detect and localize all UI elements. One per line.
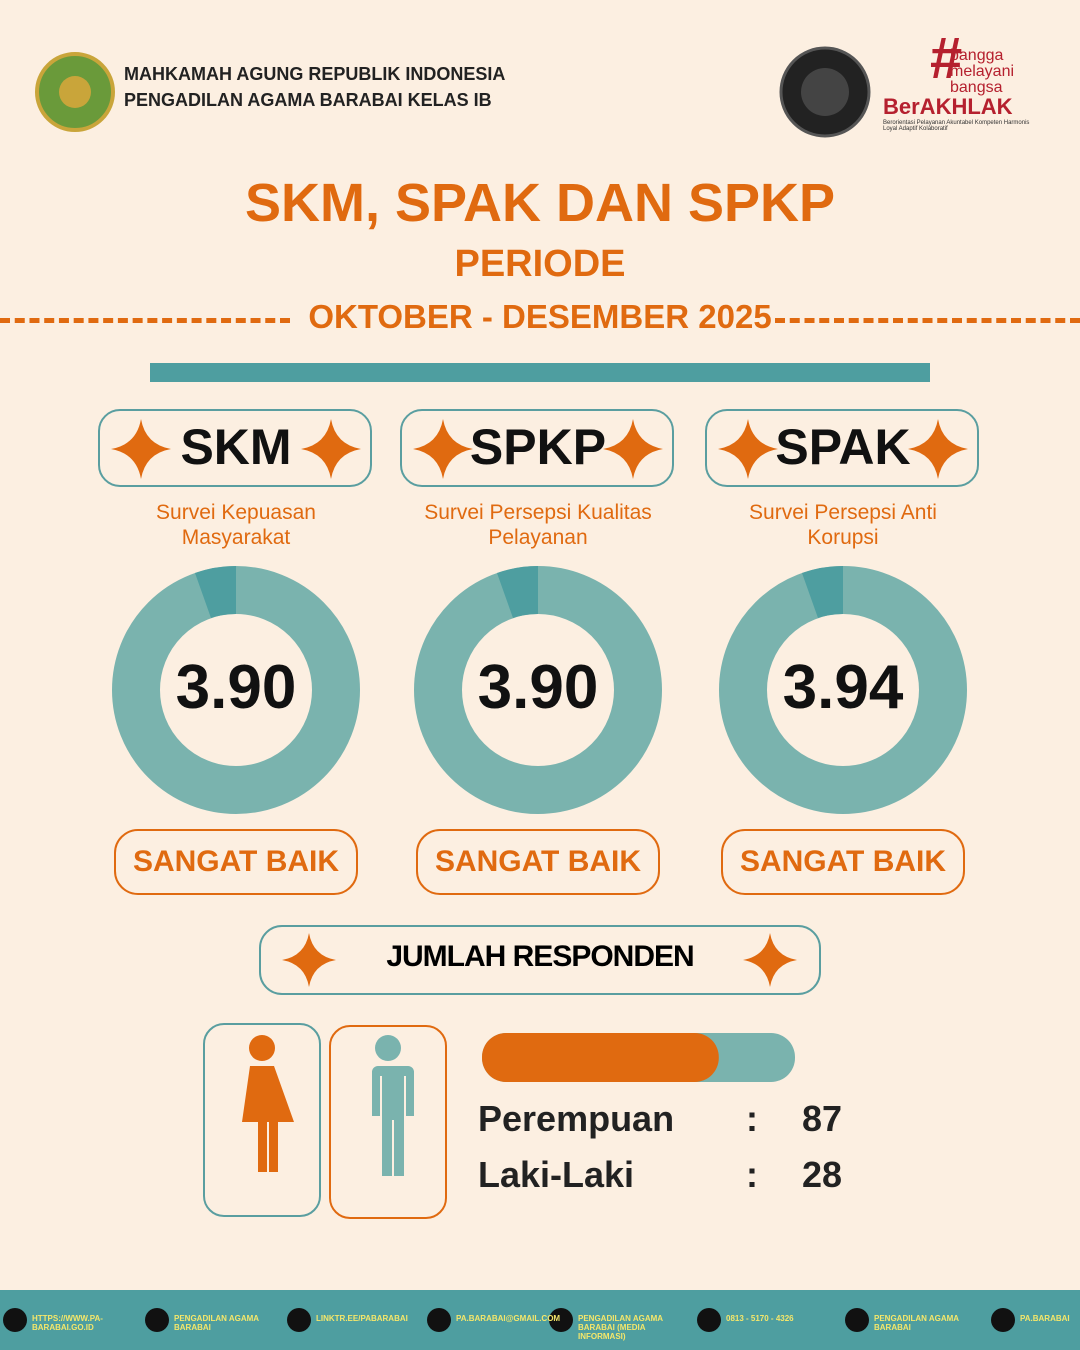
- survey-score: 3.90: [175, 653, 297, 722]
- survey-score: 3.94: [782, 653, 904, 722]
- donut-accent: [195, 566, 236, 618]
- survey-rating: SANGAT BAIK: [416, 829, 660, 895]
- hash: #: [930, 26, 962, 91]
- respondent-sep: :: [746, 1098, 758, 1139]
- sparkle: [908, 419, 968, 479]
- footer-icon: [845, 1308, 869, 1332]
- footer-icon: [697, 1308, 721, 1332]
- survey-card: [705, 409, 979, 487]
- badge-word: melayani: [950, 63, 1015, 80]
- subtitle: PERIODE: [454, 243, 626, 285]
- survey-code: SKM: [180, 419, 292, 475]
- survey-code: SPAK: [775, 419, 911, 475]
- male-box: [329, 1025, 447, 1219]
- survey-rating: SANGAT BAIK: [114, 829, 358, 895]
- survey-card: [400, 409, 674, 487]
- footer-text: PENGADILAN AGAMA BARABAI: [874, 1314, 959, 1332]
- respondent-heading: JUMLAH RESPONDEN: [386, 940, 694, 973]
- footer-icon: [427, 1308, 451, 1332]
- footer-text: PA.BARABAI: [1020, 1314, 1070, 1323]
- dash-left: [0, 318, 290, 323]
- donut-accent: [802, 566, 843, 618]
- sparkle: [301, 419, 361, 479]
- brand-sub: Berorientasi Pelayanan Akuntabel Kompete…: [883, 120, 1030, 132]
- footer-text: PENGADILAN AGAMA BARABAI (MEDIA INFORMAS…: [578, 1314, 663, 1341]
- respondent-label: Perempuan: [478, 1098, 675, 1139]
- respondent-sep: :: [746, 1154, 758, 1195]
- survey-code: SPKP: [469, 419, 607, 475]
- respondent-card: [259, 925, 821, 995]
- survey-name: Survei Persepsi Anti Korupsi: [749, 501, 937, 549]
- org-line: MAHKAMAH AGUNG REPUBLIK INDONESIA: [124, 64, 506, 84]
- footer-icon: [549, 1308, 573, 1332]
- sparkle: [743, 933, 797, 987]
- footer-text: 0813 - 5170 - 4326: [726, 1314, 794, 1323]
- respondent-label: Laki-Laki: [478, 1154, 635, 1195]
- footer-text: HTTPS://WWW.PA-BARABAI.GO.ID: [32, 1314, 103, 1332]
- sparkle: [603, 419, 663, 479]
- wbk-logo-center: [801, 68, 849, 116]
- badge-word: bangsa: [950, 79, 1003, 96]
- survey-name: Survei Kepuasan Masyarakat: [156, 501, 316, 549]
- footer-text: PENGADILAN AGAMA BARABAI: [174, 1314, 259, 1332]
- respondent-count: 28: [802, 1154, 843, 1195]
- brand: BerAKHLAK: [883, 94, 1013, 119]
- footer-icon: [145, 1308, 169, 1332]
- female-box: [203, 1023, 321, 1217]
- sparkle: [718, 419, 778, 479]
- footer-text: PA.BARABAI@GMAIL.COM: [456, 1314, 561, 1323]
- survey-score: 3.90: [477, 653, 599, 722]
- footer-icon: [3, 1308, 27, 1332]
- survey-card: [98, 409, 372, 487]
- title: SKM, SPAK DAN SPKP: [244, 173, 836, 233]
- donut-accent: [497, 566, 538, 618]
- bar-female: [482, 1033, 719, 1082]
- female-icon: [242, 1035, 294, 1172]
- footer-text: LINKTR.EE/PABARABAI: [316, 1314, 408, 1323]
- sparkle: [111, 419, 171, 479]
- footer-icon: [287, 1308, 311, 1332]
- sparkle: [413, 419, 473, 479]
- sparkle: [282, 933, 336, 987]
- male-icon: [368, 1035, 414, 1176]
- footer-bar: [0, 1290, 1080, 1350]
- court-logo-center: [59, 76, 91, 108]
- badge-word: bangga: [950, 47, 1004, 64]
- divider: [150, 363, 930, 382]
- survey-name: Survei Persepsi Kualitas Pelayanan: [424, 501, 652, 549]
- badge: bangga melayani bangsa: [950, 48, 1014, 96]
- dash-right: [775, 318, 1080, 323]
- period: OKTOBER - DESEMBER 2025: [308, 298, 772, 335]
- org-line: PENGADILAN AGAMA BARABAI KELAS IB: [124, 90, 492, 110]
- survey-rating: SANGAT BAIK: [721, 829, 965, 895]
- respondent-count: 87: [802, 1098, 843, 1139]
- footer-icon: [991, 1308, 1015, 1332]
